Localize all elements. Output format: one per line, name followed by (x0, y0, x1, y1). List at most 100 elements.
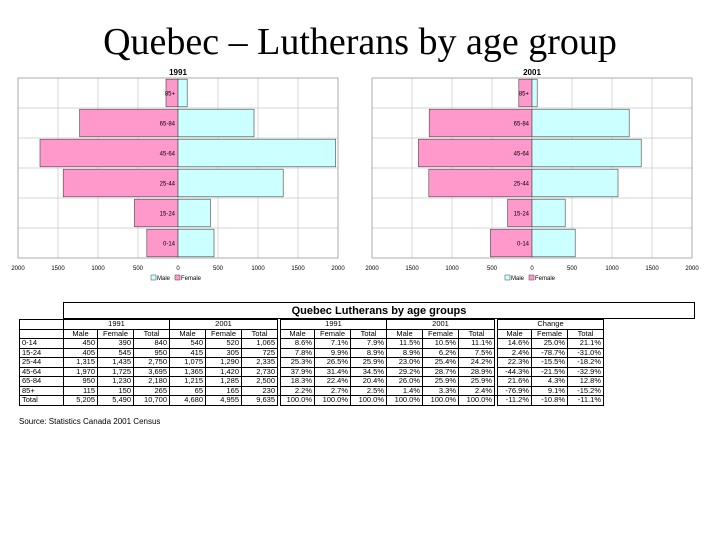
column-header: Total (458, 328, 495, 339)
count-cell: 305 (205, 347, 242, 358)
count-cell: 390 (97, 338, 134, 349)
pyramid-chart-2001: 2001 0-14 15-24 25-44 45-64 65-84 85+ 2000 1500 1… (365, 68, 699, 282)
chart-title: 2001 (523, 68, 541, 77)
count-cell: 2,730 (241, 366, 278, 377)
count-cell: 840 (133, 338, 170, 349)
category-label: 0-14 (163, 242, 176, 248)
x-tick-label: 0 (530, 266, 534, 272)
percent-cell: 8.6% (280, 338, 315, 349)
percent-cell: 25.4% (422, 357, 459, 368)
count-cell: 1,365 (169, 366, 206, 377)
count-cell: 165 (205, 385, 242, 396)
count-cell: 1,725 (97, 366, 134, 377)
count-cell: 9,635 (241, 395, 278, 406)
percent-cell: 26.5% (314, 357, 351, 368)
category-label: 85+ (165, 92, 176, 98)
percent-cell: 29.2% (386, 366, 423, 377)
percent-cell: 37.9% (280, 366, 315, 377)
legend-label-male: Male (157, 276, 171, 282)
row-label: 85+ (19, 385, 64, 396)
bar-male-85+ (177, 78, 188, 108)
table-row: 85+ 115 150 265 65 165 230 2.2% 2.7% 2.5% 1.4% 3.3%… (19, 385, 604, 396)
table-group-header-row: 1991 2001 1991 2001 Change (19, 319, 604, 330)
count-cell: 540 (169, 338, 206, 349)
bar-male-15-24 (531, 198, 566, 228)
count-cell: 1,420 (205, 366, 242, 377)
count-cell: 950 (133, 347, 170, 358)
bar-female-0-14 (146, 228, 179, 258)
legend-swatch-female (174, 274, 181, 281)
count-cell: 1,075 (169, 357, 206, 368)
x-tick-label: 1500 (291, 266, 305, 272)
x-tick-label: 1500 (51, 266, 65, 272)
change-cell: -78.7% (531, 347, 568, 358)
category-label: 25-44 (160, 182, 176, 188)
column-header: Total (350, 328, 387, 339)
corner-cell (19, 328, 64, 339)
change-cell: 14.6% (497, 338, 532, 349)
column-header: Female (205, 328, 242, 339)
bar-female-65-84 (428, 108, 533, 138)
change-cell: 4.3% (531, 376, 568, 387)
percent-cell: 7.8% (280, 347, 315, 358)
percent-cell: 11.1% (458, 338, 495, 349)
percent-cell: 9.9% (314, 347, 351, 358)
legend-label-male: Male (511, 276, 525, 282)
column-header: Male (280, 328, 315, 339)
category-label: 15-24 (514, 212, 530, 218)
percent-cell: 28.9% (458, 366, 495, 377)
percent-cell: 23.0% (386, 357, 423, 368)
count-cell: 3,695 (133, 366, 170, 377)
count-cell: 1,970 (63, 366, 98, 377)
category-label: 65-84 (160, 122, 176, 128)
column-header: Female (97, 328, 134, 339)
legend-label-female: Female (181, 276, 202, 282)
table-title: Quebec Lutherans by age groups (291, 305, 467, 317)
percent-cell: 100.0% (386, 395, 423, 406)
bar-male-65-84 (531, 108, 630, 138)
row-label: 45-64 (19, 366, 64, 377)
percent-cell: 20.4% (350, 376, 387, 387)
count-cell: 1,315 (63, 357, 98, 368)
percent-cell: 28.7% (422, 366, 459, 377)
count-cell: 1,065 (241, 338, 278, 349)
percent-cell: 25.9% (422, 376, 459, 387)
bar-female-45-64 (418, 138, 533, 168)
count-cell: 5,490 (97, 395, 134, 406)
table-row: 25-44 1,315 1,435 2,750 1,075 1,290 2,335 25.3%… (19, 357, 604, 368)
category-label: 15-24 (160, 212, 176, 218)
x-tick-label: 1500 (645, 266, 659, 272)
bar-female-15-24 (507, 198, 533, 228)
legend-swatch-male (504, 274, 511, 281)
change-cell: -11.1% (567, 395, 604, 406)
bar-male-65-84 (177, 108, 255, 138)
percent-cell: 8.9% (386, 347, 423, 358)
count-cell: 265 (133, 385, 170, 396)
row-label: 0-14 (19, 338, 64, 349)
change-cell: 22.3% (497, 357, 532, 368)
count-cell: 545 (97, 347, 134, 358)
category-label: 45-64 (514, 152, 530, 158)
plot-frame (17, 77, 339, 259)
table-row: 0-14 450 390 840 540 520 1,065 8.6% 7.1% 7.9% 11.5… (19, 338, 604, 349)
change-cell: -10.8% (531, 395, 568, 406)
slide-title: Quebec – Lutherans by age group (103, 21, 617, 63)
row-label: 15-24 (19, 347, 64, 358)
row-label: Total (19, 395, 64, 406)
category-label: 0-14 (517, 242, 530, 248)
count-cell: 1,435 (97, 357, 134, 368)
percent-cell: 7.5% (458, 347, 495, 358)
change-cell: 9.1% (531, 385, 568, 396)
percent-cell: 2.5% (350, 385, 387, 396)
x-tick-label: 1000 (605, 266, 619, 272)
percent-cell: 25.9% (350, 357, 387, 368)
bar-female-15-24 (134, 198, 179, 228)
percent-cell: 22.4% (314, 376, 351, 387)
change-cell: -18.2% (567, 357, 604, 368)
count-cell: 2,180 (133, 376, 170, 387)
count-cell: 5,205 (63, 395, 98, 406)
column-header: Male (386, 328, 423, 339)
percent-cell: 7.1% (314, 338, 351, 349)
change-cell: 25.0% (531, 338, 568, 349)
bar-female-65-84 (79, 108, 179, 138)
